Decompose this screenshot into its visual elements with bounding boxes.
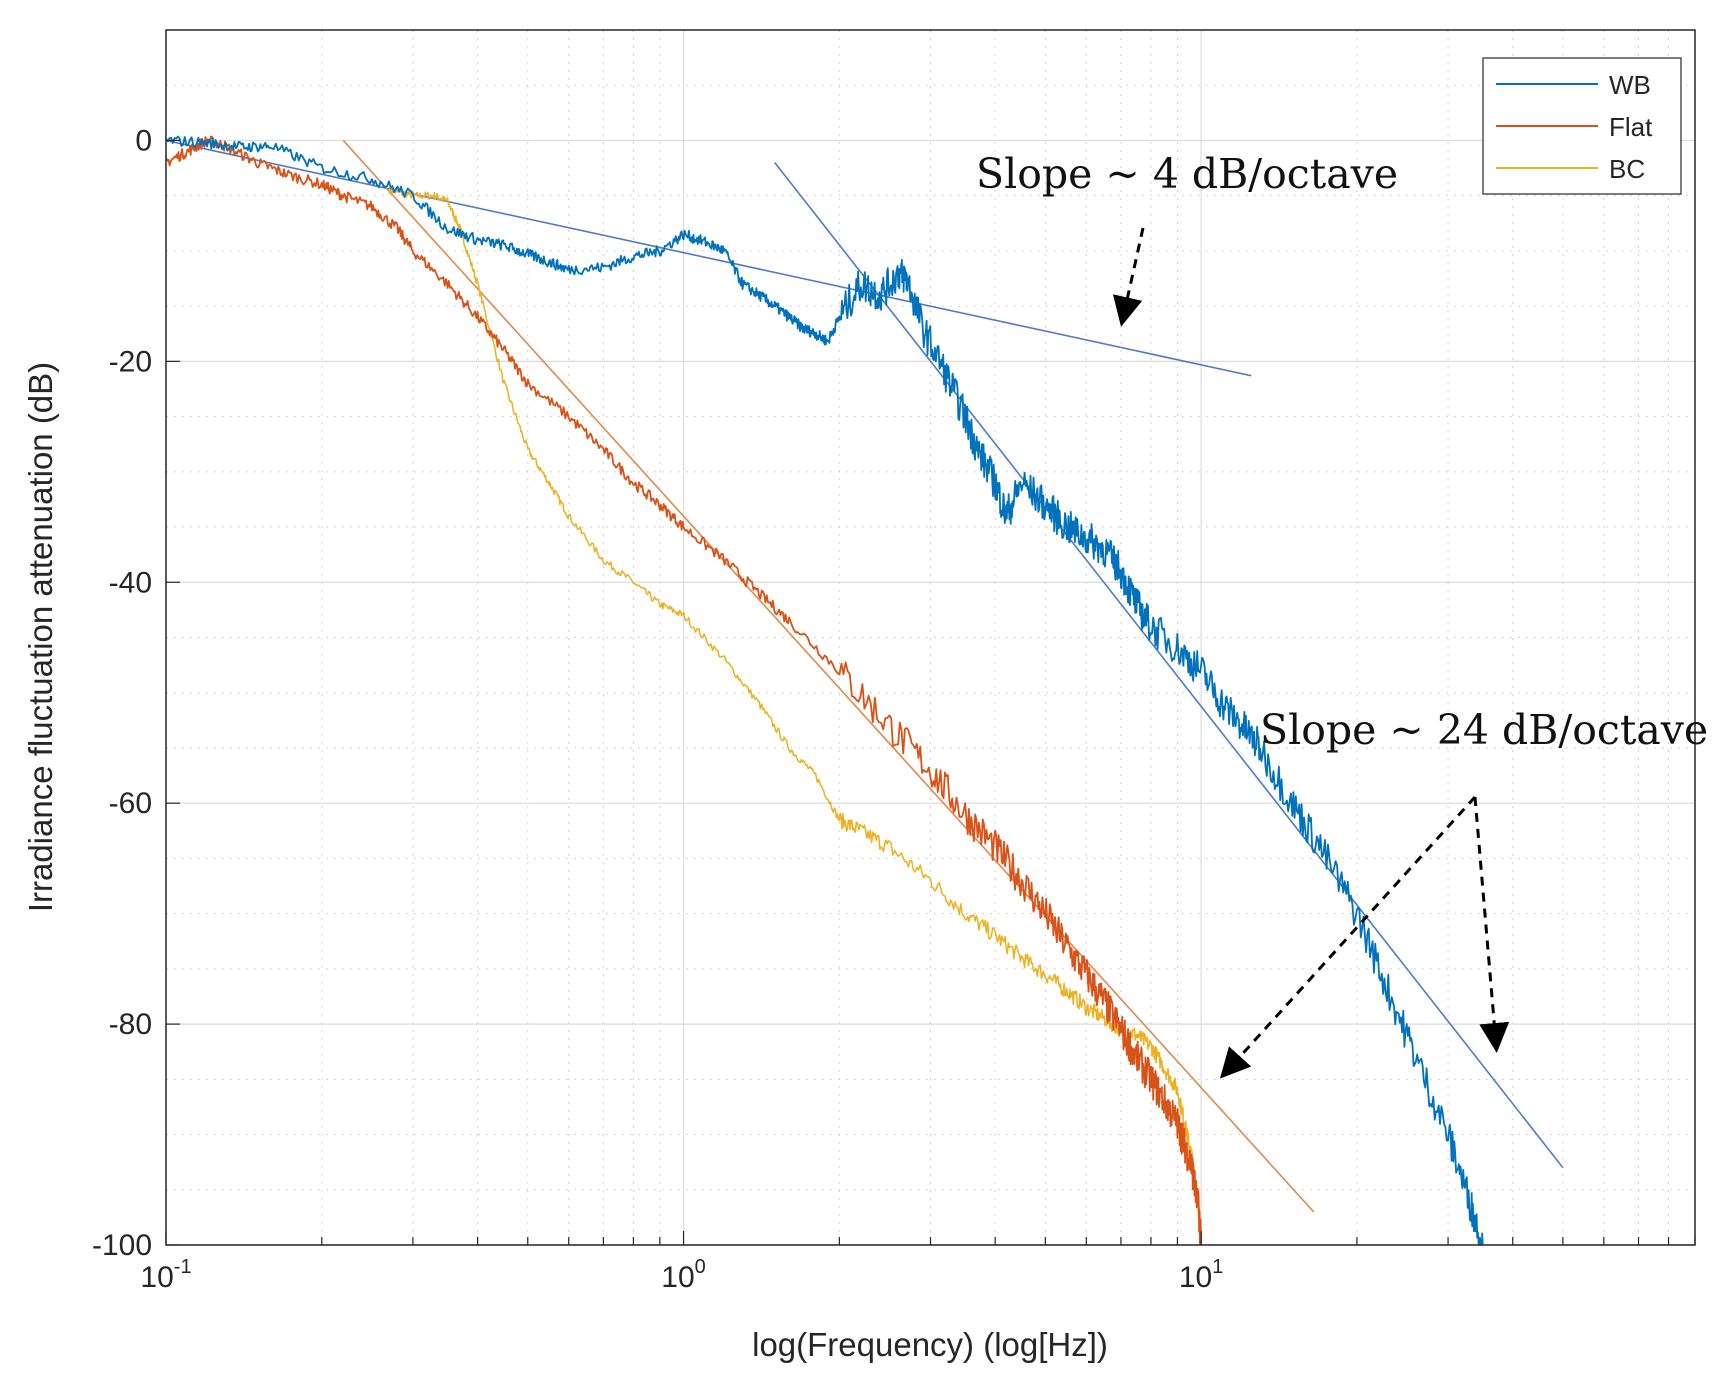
- fit-line-1: [166, 139, 1252, 377]
- x-tick-label: 100: [661, 1256, 706, 1294]
- x-tick-label: 10-1: [140, 1256, 191, 1294]
- fit-line-2: [774, 162, 1564, 1169]
- plot-area: [166, 30, 1695, 1245]
- y-axis-label: Irradiance fluctuation attenuation (dB): [22, 362, 59, 912]
- annotation-arrows: [1112, 227, 1510, 1079]
- y-tick-label: -20: [109, 345, 152, 378]
- legend-label-flat: Flat: [1609, 112, 1653, 142]
- y-tick-label: -80: [109, 1008, 152, 1041]
- annotation-slope-4: Slope ~ 4 dB/octave: [976, 150, 1398, 198]
- y-tick-label: -100: [92, 1229, 152, 1262]
- fit-line-3: [342, 139, 1315, 1213]
- arrow-slope-24-left: [1219, 795, 1477, 1079]
- x-axis-label: log(Frequency) (log[Hz]): [752, 1326, 1108, 1363]
- y-tick-label: 0: [135, 124, 152, 157]
- series-line-wb: [166, 135, 1484, 1245]
- annotation-slope-24: Slope ~ 24 dB/octave: [1260, 706, 1708, 754]
- y-tick-label: -40: [109, 566, 152, 599]
- legend-label-wb: WB: [1609, 70, 1651, 100]
- y-tick-label: -60: [109, 787, 152, 820]
- series-line-bc: [388, 186, 1202, 1245]
- legend-label-bc: BC: [1609, 154, 1645, 184]
- fit-lines: [166, 139, 1564, 1213]
- data-series: [166, 135, 1484, 1245]
- x-tick-label: 101: [1179, 1256, 1224, 1294]
- legend: WB Flat BC: [1482, 57, 1682, 195]
- series-line-flat: [166, 135, 1202, 1245]
